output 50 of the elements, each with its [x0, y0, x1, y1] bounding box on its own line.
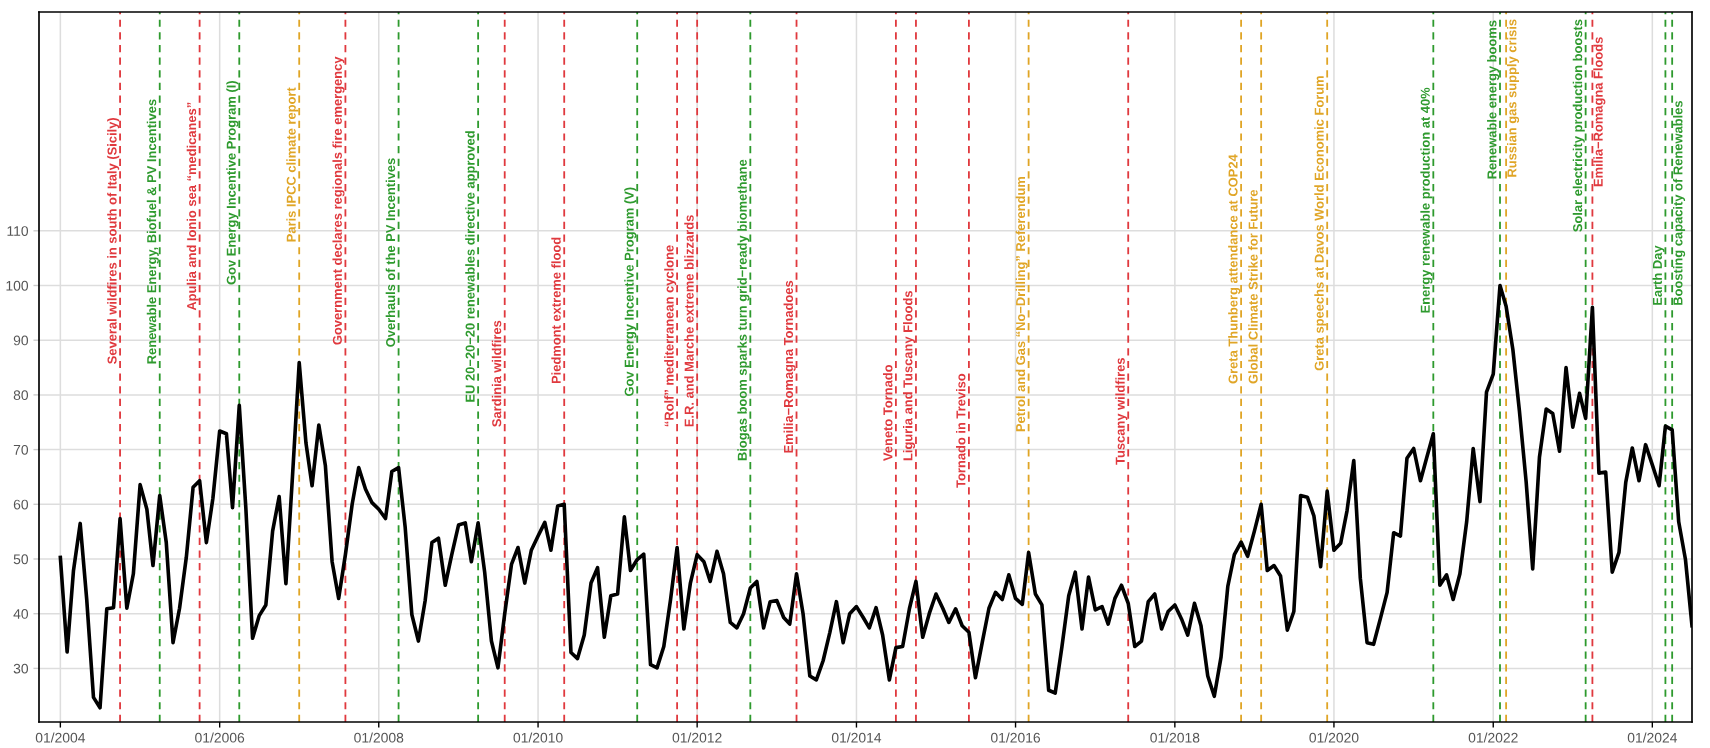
ref-line-label: Global Climate Strike for Future	[1248, 189, 1258, 384]
x-tick-label: 01/2014	[831, 732, 882, 743]
ref-line-label: EU 20−20−20 renewables directive approved	[465, 131, 478, 402]
x-tick-label: 01/2004	[35, 732, 86, 743]
ref-line-label: Apulia and Ionio sea “medicanes”	[186, 102, 199, 311]
y-tick-label: 100	[6, 280, 29, 291]
x-tick-label: 01/2010	[513, 732, 563, 743]
ref-line-label: Renewable energy booms	[1487, 20, 1500, 179]
ref-line-label: Gov Energy Incentive Program (V)	[624, 187, 637, 397]
ref-line-label: Government declares regionals fire emergency	[332, 56, 345, 345]
ref-line-label: Tuscany wildfires	[1115, 358, 1128, 465]
ref-line-label: “Rolf” mediterranean cyclone	[664, 245, 677, 427]
ref-line-label: E.R. and Marche extreme blizzards	[684, 215, 694, 427]
y-tick-label: 50	[13, 554, 29, 565]
ref-line-label: Gov Energy Incentive Program (I)	[226, 81, 239, 285]
y-tick-label: 90	[13, 335, 29, 346]
ref-line-label: Overhauls of the PV Incentives	[385, 158, 396, 347]
ref-line-label: Piedmont extreme flood	[551, 237, 561, 384]
x-tick-label: 01/2018	[1150, 732, 1200, 743]
x-tick-label: 01/2016	[990, 732, 1041, 743]
y-tick-label: 60	[13, 499, 29, 510]
ref-line-label: Biogas boom sparks turn grid−ready biomethane	[737, 159, 750, 461]
ref-line-label: Solar electricity production boosts	[1572, 19, 1585, 232]
ref-line-label: Sardinia wildfires	[491, 320, 502, 427]
x-tick-label: 01/2022	[1468, 732, 1518, 743]
ref-line-label: Greta Thunberg attendance at COP24	[1228, 154, 1241, 384]
ref-line-label: Emilia−Romagna Tornadoes	[783, 280, 796, 453]
ref-line-label: Paris IPCC climate report	[286, 87, 299, 242]
x-tick-label: 01/2008	[354, 732, 404, 743]
ref-line-label: Energy renewable production at 40%	[1420, 87, 1433, 313]
y-tick-label: 80	[13, 390, 29, 401]
ref-line-label: Greta speechs at Davos World Economic Forum	[1314, 76, 1327, 371]
x-tick-label: 01/2006	[195, 732, 245, 743]
ref-line-label: Emilia−Romagna Floods	[1593, 37, 1606, 187]
x-tick-label: 01/2012	[672, 732, 722, 743]
x-tick-label: 01/2024	[1627, 732, 1678, 743]
ref-line-label: Earth Day	[1652, 245, 1665, 305]
ref-line-label: Petrol and Gas “No−Drilling” Referendum	[1015, 177, 1028, 432]
ref-line-label: Renewable Energy, Biofuel & PV Incentives	[146, 99, 159, 364]
ref-line-label: Tornado in Treviso	[956, 373, 966, 488]
y-tick-label: 40	[13, 609, 29, 619]
ref-line-label: Russian gas supply crisis	[1506, 19, 1520, 177]
y-tick-label: 110	[7, 226, 29, 236]
y-tick-label: 30	[13, 663, 29, 674]
ref-line-label: Boosting capacity of Renewables	[1673, 100, 1686, 305]
y-tick-label: 70	[13, 444, 29, 455]
ref-line-label: Veneto Tornado	[882, 364, 893, 461]
ref-line-label: Several wildfires in south of Italy (Sicily)	[107, 117, 120, 364]
x-tick-label: 01/2020	[1309, 732, 1359, 743]
ref-line-label: Liguria and Tuscany Floods	[902, 291, 916, 461]
